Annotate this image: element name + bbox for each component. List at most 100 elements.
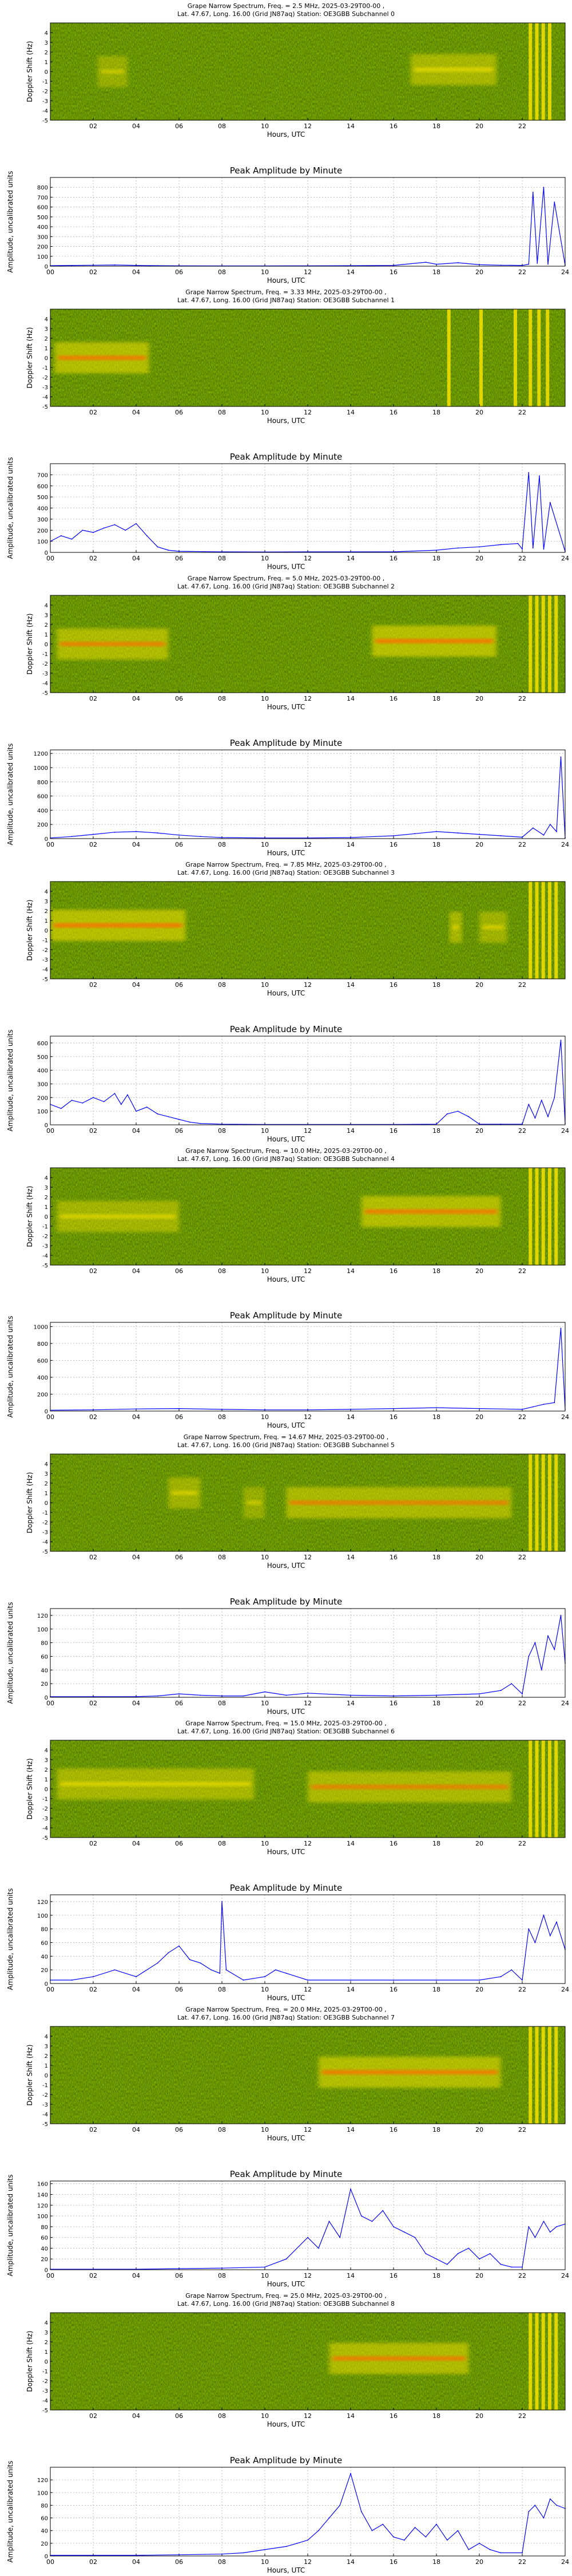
amplitude-data-point xyxy=(93,532,94,534)
spectrogram-ytick-label: 4 xyxy=(45,317,48,323)
spectrogram-ylabel: Doppler Shift (Hz) xyxy=(26,1186,34,1247)
amplitude-xtick-label: 02 xyxy=(89,1986,97,1993)
amplitude-data-point xyxy=(136,523,137,524)
spectrogram-xtick-label: 02 xyxy=(89,1840,97,1847)
amplitude-data-point xyxy=(560,756,562,758)
spectrogram-xtick-label: 16 xyxy=(390,981,398,989)
spectrogram-xtick-label: 02 xyxy=(89,981,97,989)
amplitude-title: Peak Amplitude by Minute xyxy=(230,452,342,462)
amplitude-data-point xyxy=(403,2231,405,2233)
amplitude-data-point xyxy=(436,2258,437,2260)
amplitude-xtick-label: 00 xyxy=(46,2558,54,2566)
amplitude-data-point xyxy=(554,202,555,203)
amplitude-frame xyxy=(50,1608,566,1698)
amplitude-data-point xyxy=(543,1404,545,1405)
amplitude-ytick-label: 400 xyxy=(37,808,48,814)
amplitude-data-point xyxy=(436,1407,437,1408)
amplitude-xtick-label: 12 xyxy=(304,555,312,562)
spectrogram-ytick-label: -5 xyxy=(42,690,48,697)
amplitude-xtick-label: 20 xyxy=(475,2272,483,2279)
spectrogram-ytick-label: -5 xyxy=(42,2408,48,2414)
spectrogram-xtick-label: 20 xyxy=(475,409,483,416)
spectrogram-ytick-label: -3 xyxy=(42,1243,48,1250)
amplitude-xtick-label: 10 xyxy=(261,841,269,848)
amplitude-data-point xyxy=(103,1101,105,1103)
spectrogram-xtick-label: 04 xyxy=(132,1267,140,1275)
amplitude-data-point xyxy=(534,1942,536,1943)
amplitude-ytick-label: 700 xyxy=(37,472,48,479)
amplitude-xtick-label: 20 xyxy=(475,555,483,562)
amplitude-data-point xyxy=(243,1695,244,1697)
spectrogram-trace-0 xyxy=(54,923,182,927)
spectrogram-title-line1: Grape Narrow Spectrum, Freq. = 2.5 MHz, … xyxy=(188,2,385,10)
spectrogram-ylabel: Doppler Shift (Hz) xyxy=(26,327,34,388)
amplitude-ytick-label: 400 xyxy=(37,1375,48,1381)
spectrogram-ytick-label: -2 xyxy=(42,661,48,667)
spectrogram-ytick-label: -2 xyxy=(42,2092,48,2099)
spectrogram-band-1 xyxy=(535,1168,539,1265)
spectrogram-trace-2 xyxy=(289,1501,509,1504)
amplitude-data-point xyxy=(178,1119,180,1120)
spectrogram-xtick-label: 04 xyxy=(132,2412,140,2420)
amplitude-xtick-label: 10 xyxy=(261,1986,269,1993)
amplitude-ytick-label: 700 xyxy=(37,195,48,201)
spectrogram-xtick-label: 06 xyxy=(175,981,183,989)
amplitude-data-point xyxy=(93,1409,94,1411)
amplitude-panel-3: Peak Amplitude by Minute 00 02 04 06 08 10 12 14… xyxy=(6,452,569,571)
spectrogram-ytick-label: 2 xyxy=(45,50,48,56)
spectrogram-xtick-label: 18 xyxy=(432,123,440,130)
amplitude-data-point xyxy=(511,2266,513,2268)
amplitude-title: Peak Amplitude by Minute xyxy=(230,165,342,176)
spectrogram-xtick-label: 18 xyxy=(432,981,440,989)
amplitude-data-point xyxy=(178,1693,180,1694)
spectrogram-xtick-label: 18 xyxy=(432,2126,440,2134)
amplitude-ytick-label: 120 xyxy=(37,2203,48,2209)
amplitude-xtick-label: 02 xyxy=(89,2272,97,2279)
spectrogram-title-line2: Lat. 47.67, Long. 16.00 (Grid JN87aq) St… xyxy=(177,1728,395,1735)
amplitude-data-point xyxy=(554,1402,555,1404)
amplitude-xlabel: Hours, UTC xyxy=(267,2280,305,2288)
amplitude-data-point xyxy=(414,2527,416,2528)
spectrogram-title-line1: Grape Narrow Spectrum, Freq. = 25.0 MHz,… xyxy=(185,2292,387,2300)
spectrogram-ytick-label: 0 xyxy=(45,355,48,362)
spectrogram-xtick-label: 20 xyxy=(475,2126,483,2134)
amplitude-xtick-label: 22 xyxy=(518,555,526,562)
spectrogram-band-3 xyxy=(548,1168,551,1265)
spectrogram-ylabel: Doppler Shift (Hz) xyxy=(26,1758,34,1819)
amplitude-data-point xyxy=(221,2267,223,2269)
spectrogram-xtick-label: 04 xyxy=(132,409,140,416)
amplitude-xtick-label: 00 xyxy=(46,1986,54,1993)
amplitude-data-point xyxy=(528,1656,530,1657)
amplitude-xtick-label: 14 xyxy=(347,268,355,276)
spectrogram-xtick-label: 12 xyxy=(304,409,312,416)
amplitude-data-point xyxy=(414,2237,416,2238)
amplitude-data-point xyxy=(307,1692,308,1694)
amplitude-data-point xyxy=(436,2523,437,2525)
spectrogram-xtick-label: 04 xyxy=(132,695,140,702)
spectrogram-ytick-label: -1 xyxy=(42,938,48,944)
amplitude-xlabel: Hours, UTC xyxy=(267,1994,305,2002)
amplitude-xtick-label: 08 xyxy=(218,1413,226,1421)
amplitude-data-point xyxy=(114,831,116,833)
spectrogram-xtick-label: 08 xyxy=(218,981,226,989)
amplitude-data-point xyxy=(547,263,549,265)
amplitude-xtick-label: 20 xyxy=(475,1127,483,1135)
spectrogram-band-3 xyxy=(548,595,551,693)
spectrogram-band-4 xyxy=(554,2026,558,2124)
spectrogram-ytick-label: 4 xyxy=(45,1748,48,1754)
amplitude-ytick-label: 0 xyxy=(45,1981,48,1988)
amplitude-panel-1: Peak Amplitude by Minute 00 02 04 06 08 10 12 14… xyxy=(6,165,569,285)
amplitude-xtick-label: 24 xyxy=(561,1986,569,1993)
spectrogram-xtick-label: 14 xyxy=(347,1267,355,1275)
amplitude-data-point xyxy=(489,2253,491,2254)
amplitude-data-point xyxy=(479,1123,480,1125)
spectrogram-xtick-label: 04 xyxy=(132,1554,140,1561)
amplitude-ytick-label: 120 xyxy=(37,2478,48,2484)
spectrogram-xtick-label: 02 xyxy=(89,409,97,416)
spectrogram-xtick-label: 22 xyxy=(518,1554,526,1561)
spectrogram-ytick-label: -3 xyxy=(42,2102,48,2108)
amplitude-panel-5: Peak Amplitude by Minute 00 02 04 06 08 10 12 14… xyxy=(6,738,569,857)
spectrogram-ytick-label: 0 xyxy=(45,2073,48,2079)
amplitude-data-point xyxy=(534,2237,536,2238)
spectrogram-panel-4: Grape Narrow Spectrum, Freq. = 5.0 MHz, … xyxy=(26,575,566,711)
